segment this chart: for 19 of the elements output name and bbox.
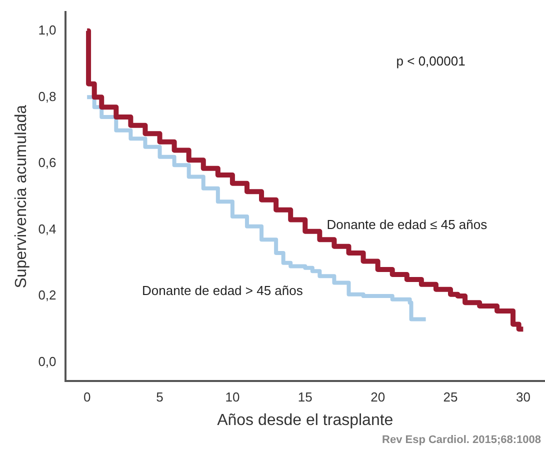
x-tick-label: 10 — [225, 390, 240, 405]
x-tick-label: 20 — [370, 390, 386, 405]
y-tick-label: 0,6 — [38, 155, 56, 170]
x-tick-label: 0 — [83, 390, 91, 405]
y-tick-label: 0,0 — [38, 354, 56, 369]
x-tick-label: 30 — [516, 390, 530, 405]
x-tick-label: 25 — [443, 390, 458, 405]
y-tick-label: 0,8 — [38, 88, 56, 104]
y-tick-label: 0,2 — [38, 288, 56, 303]
x-axis-title: Años desde el trasplante — [217, 412, 394, 429]
text: Rev Esp Cardiol. 2015;68:1008 — [382, 434, 541, 446]
annotation: p < 0,00001 — [396, 54, 466, 69]
y-tick-label: 0,4 — [38, 221, 56, 236]
x-tick-label: 15 — [298, 390, 312, 405]
y-tick-label: 1,0 — [38, 22, 56, 38]
y-axis-title: Supervivencia acumulada — [13, 104, 30, 288]
x-tick-label: 5 — [156, 390, 164, 405]
series-label: Donante de edad > 45 años — [142, 283, 304, 298]
series-label: Donante de edad ≤ 45 años — [326, 216, 488, 232]
